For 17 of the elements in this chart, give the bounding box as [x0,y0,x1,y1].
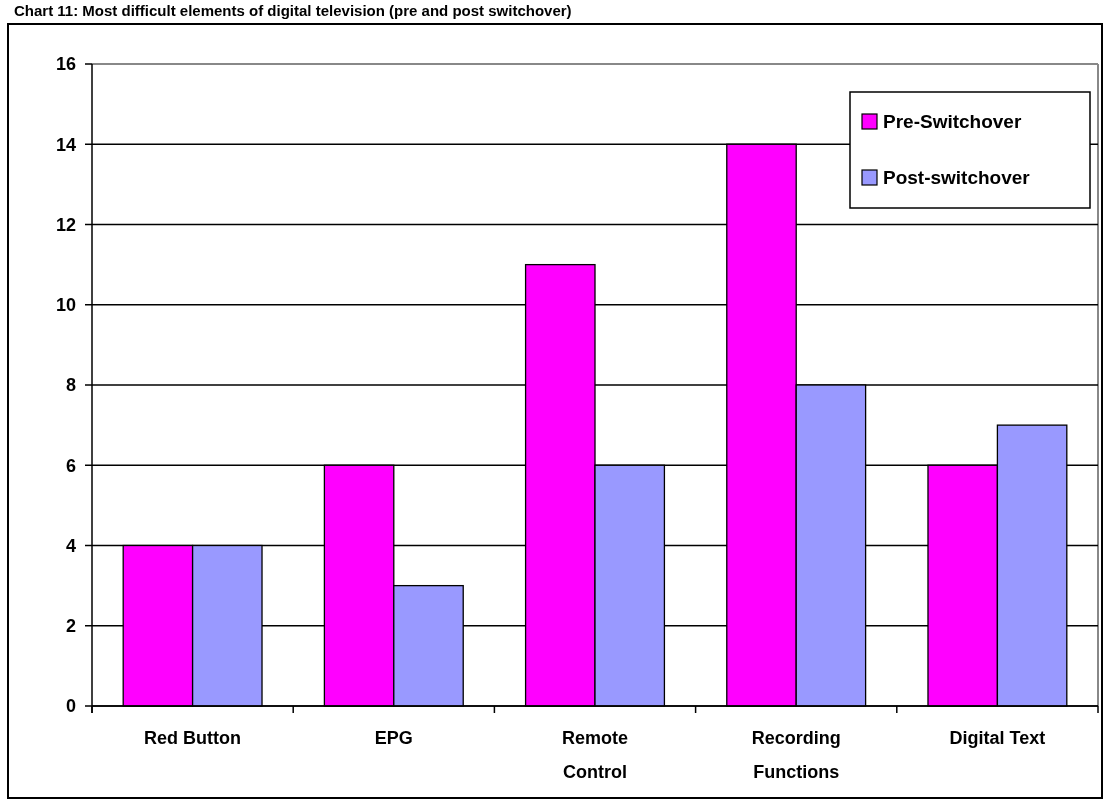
x-tick-label: EPG [374,728,413,748]
x-tick-label: Recording Functions [751,728,841,782]
x-tick-label: Digital Text [949,728,1046,748]
x-tick-label: Remote Control [561,728,629,782]
y-tick-label: 6 [65,455,76,476]
legend-label: Pre-Switchover [883,111,1022,132]
y-tick-label: 4 [65,535,76,556]
chart-title: Chart 11: Most difficult elements of digital television (pre and post switchover) [14,2,572,19]
y-tick-label: 16 [55,54,76,75]
y-tick-label: 12 [55,214,76,235]
legend-label: Post-switchover [883,167,1031,188]
x-tick-label: Red Button [144,728,242,748]
y-tick-label: 0 [65,696,76,717]
y-tick-label: 8 [65,375,76,396]
y-tick-label: 2 [65,616,76,637]
y-tick-label: 10 [55,295,76,316]
y-tick-label: 14 [55,134,76,155]
